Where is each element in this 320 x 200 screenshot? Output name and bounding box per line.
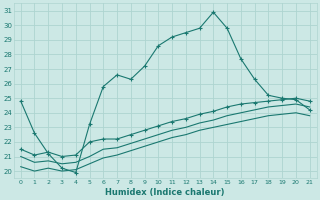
X-axis label: Humidex (Indice chaleur): Humidex (Indice chaleur) [106,188,225,197]
